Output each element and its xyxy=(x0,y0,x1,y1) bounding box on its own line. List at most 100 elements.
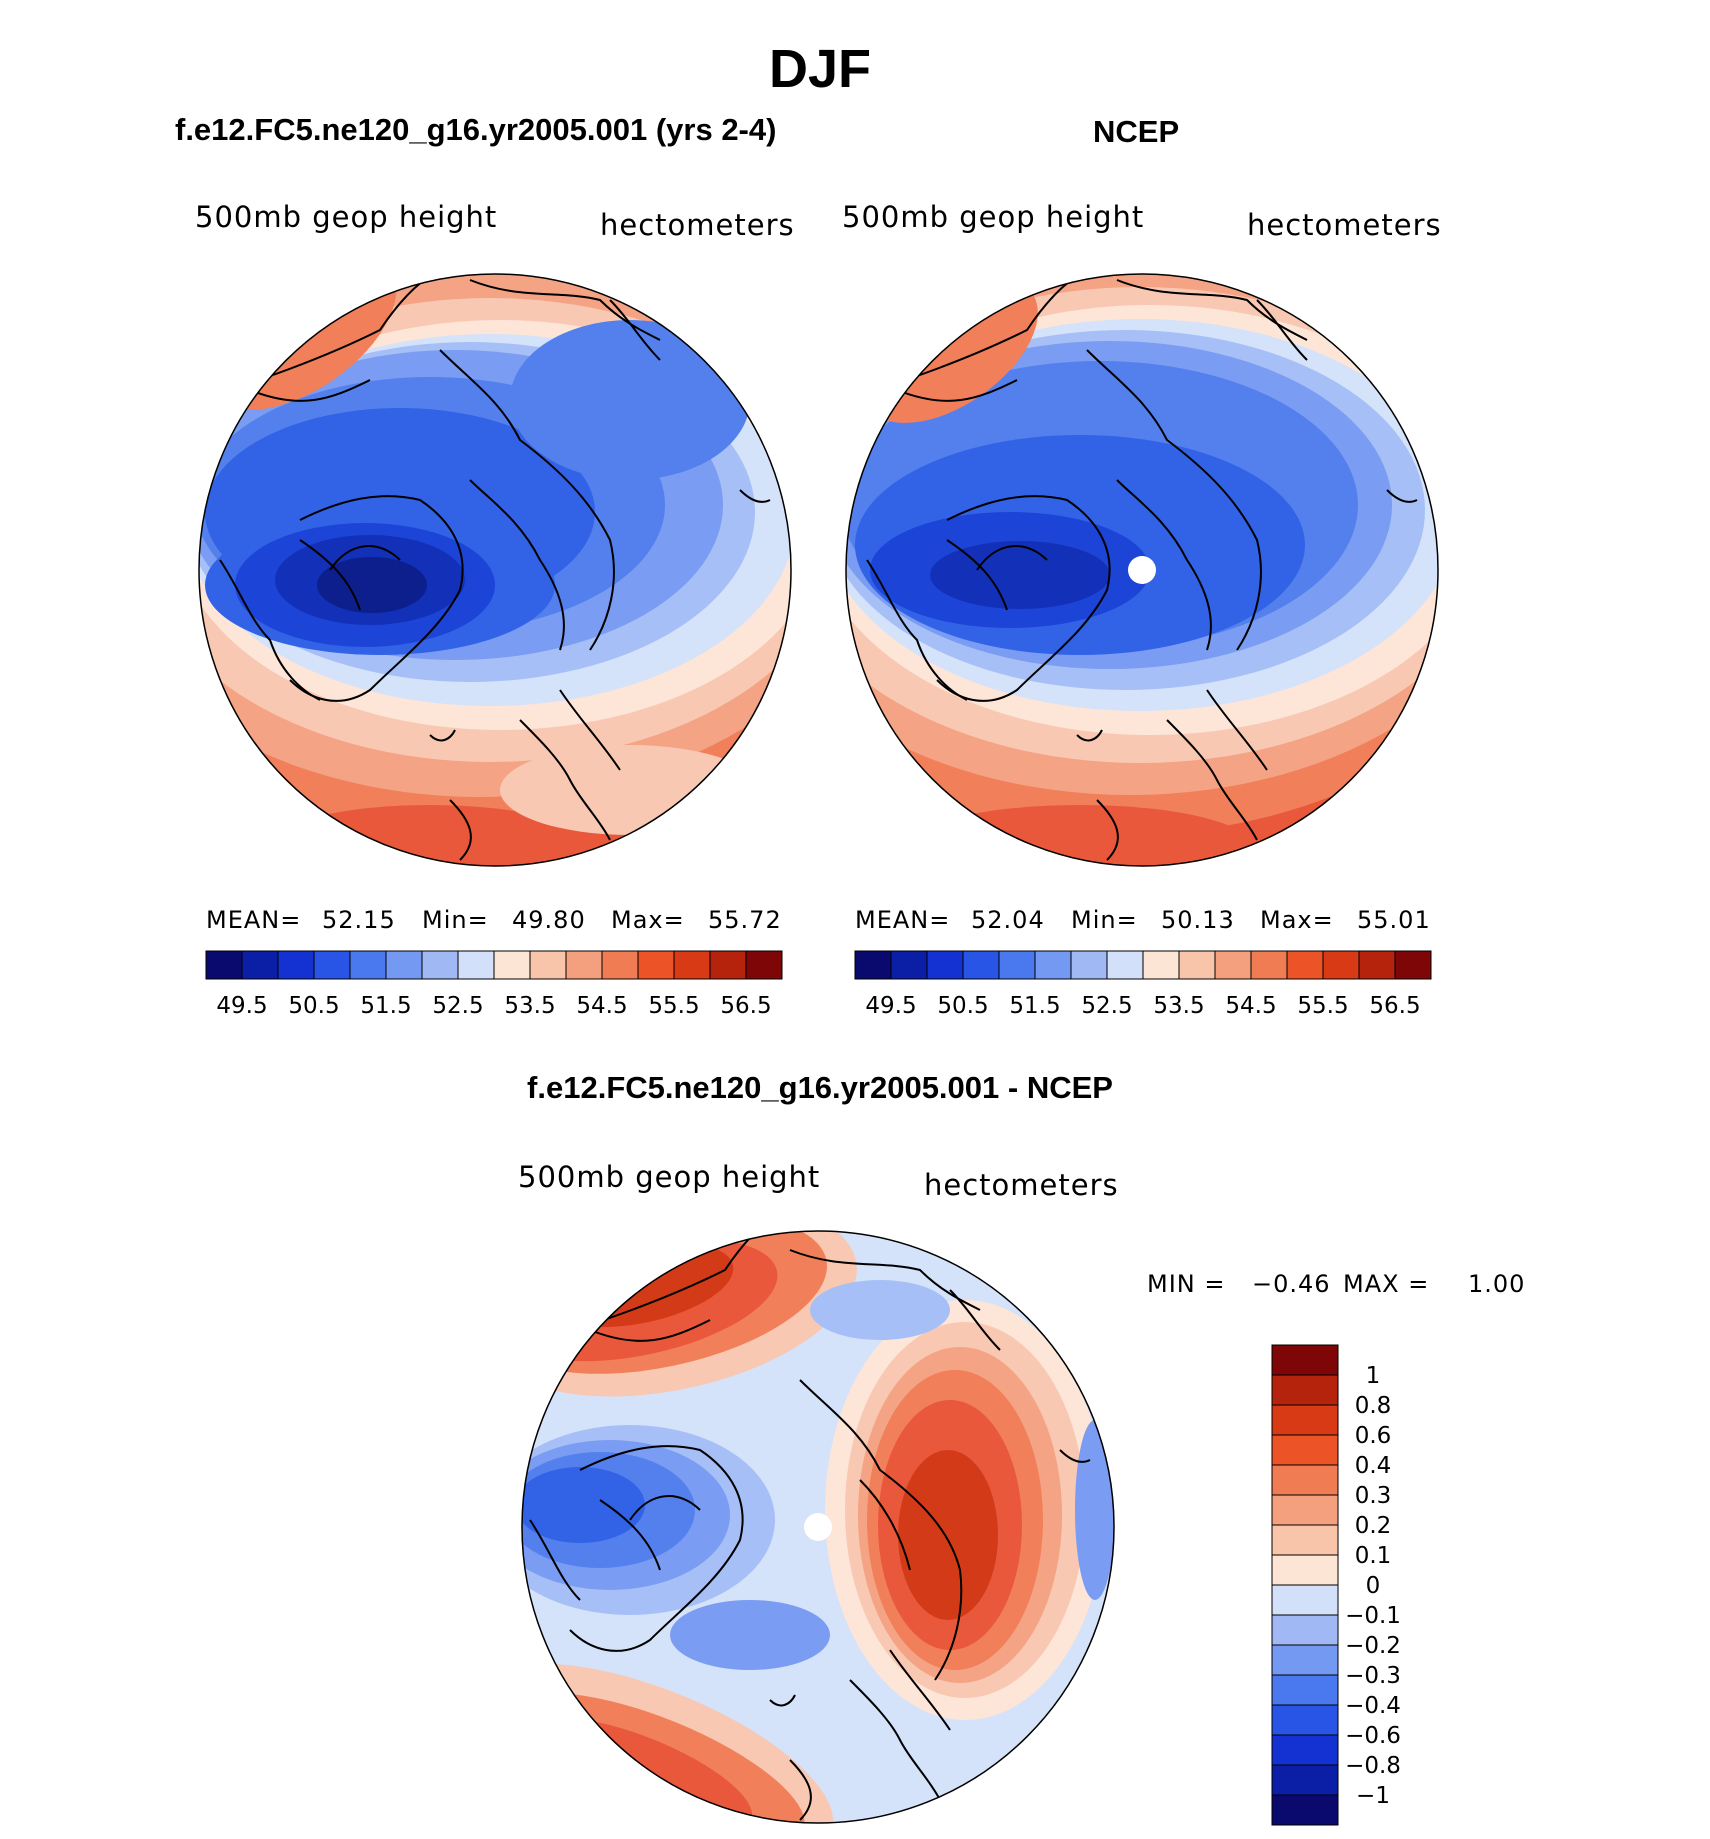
obs-colorbar-swatch xyxy=(854,950,892,980)
diff-colorbar-swatch xyxy=(1271,1434,1339,1466)
diff-colorbar-tick-label: −0.1 xyxy=(1345,1603,1401,1629)
diff-units-label: hectometers xyxy=(924,1168,1119,1202)
diff-max-label: MAX = xyxy=(1343,1270,1430,1298)
diff-min-value: −0.46 xyxy=(1252,1270,1331,1298)
obs-max-label: Max= xyxy=(1260,906,1334,934)
model-panel-title: f.e12.FC5.ne120_g16.yr2005.001 (yrs 2-4) xyxy=(175,112,777,147)
obs-variable-label: 500mb geop height xyxy=(842,200,1145,234)
model-colorbar-tick-label: 53.5 xyxy=(504,993,555,1019)
obs-colorbar-swatch xyxy=(1322,950,1360,980)
model-coastlines xyxy=(199,274,771,861)
diff-map xyxy=(521,1230,1115,1824)
model-variable-label: 500mb geop height xyxy=(195,200,498,234)
diff-colorbar-swatch xyxy=(1271,1344,1339,1376)
diff-colorbar-swatch xyxy=(1271,1494,1339,1526)
obs-min-value: 50.13 xyxy=(1161,906,1235,934)
obs-colorbar-swatch xyxy=(890,950,928,980)
diff-colorbar-tick-label: 1 xyxy=(1366,1363,1381,1389)
diff-colorbar-swatch xyxy=(1271,1554,1339,1586)
obs-colorbar-swatch xyxy=(1034,950,1072,980)
obs-colorbar-tick-label: 55.5 xyxy=(1297,993,1348,1019)
obs-colorbar-tick-label: 50.5 xyxy=(937,993,988,1019)
diff-colorbar-swatch xyxy=(1271,1374,1339,1406)
obs-colorbar-tick-label: 49.5 xyxy=(865,993,916,1019)
obs-min-label: Min= xyxy=(1071,906,1138,934)
obs-colorbar-tick-label: 53.5 xyxy=(1153,993,1204,1019)
model-mean-label: MEAN= xyxy=(206,906,302,934)
obs-mean-value: 52.04 xyxy=(971,906,1045,934)
model-colorbar-tick-label: 50.5 xyxy=(288,993,339,1019)
diff-colorbar-tick-label: 0.1 xyxy=(1355,1543,1392,1569)
obs-colorbar-swatch xyxy=(1106,950,1144,980)
diff-colorbar-tick-label: −1 xyxy=(1356,1783,1390,1809)
diff-contour-field xyxy=(522,1231,1114,1823)
model-colorbar-ticks: 49.5 50.5 51.5 52.5 53.5 54.5 55.5 56.5 xyxy=(216,993,771,1019)
obs-panel-title: NCEP xyxy=(1093,114,1180,149)
diff-colorbar-tick-label: −0.2 xyxy=(1345,1633,1401,1659)
obs-colorbar-swatch xyxy=(1070,950,1108,980)
model-map-border xyxy=(198,273,792,867)
model-colorbar-swatch xyxy=(313,950,351,980)
diff-colorbar-swatch xyxy=(1271,1404,1339,1436)
obs-map-border xyxy=(845,273,1439,867)
model-mean-value: 52.15 xyxy=(322,906,396,934)
diff-min-label: MIN = xyxy=(1147,1270,1226,1298)
model-colorbar-swatch xyxy=(709,950,747,980)
obs-colorbar-swatch xyxy=(926,950,964,980)
diff-colorbar-tick-label: −0.3 xyxy=(1345,1663,1401,1689)
obs-colorbar-swatch xyxy=(1394,950,1432,980)
diff-max-value: 1.00 xyxy=(1468,1270,1526,1298)
obs-map xyxy=(845,273,1439,867)
model-colorbar-swatch xyxy=(385,950,423,980)
diff-colorbar-tick-label: 0.8 xyxy=(1355,1393,1392,1419)
model-colorbar-swatch xyxy=(529,950,567,980)
diff-colorbar-swatch xyxy=(1271,1734,1339,1766)
diff-colorbar xyxy=(1271,1344,1339,1826)
obs-colorbar-swatch xyxy=(1142,950,1180,980)
obs-max-value: 55.01 xyxy=(1357,906,1431,934)
diff-colorbar-tick-label: 0.6 xyxy=(1355,1423,1392,1449)
model-min-value: 49.80 xyxy=(512,906,586,934)
diff-colorbar-swatch xyxy=(1271,1524,1339,1556)
model-colorbar-swatch xyxy=(241,950,279,980)
obs-colorbar-tick-label: 56.5 xyxy=(1369,993,1420,1019)
diff-colorbar-swatch xyxy=(1271,1704,1339,1736)
model-contour-field xyxy=(199,274,791,866)
model-colorbar-swatch xyxy=(349,950,387,980)
diff-colorbar-swatch xyxy=(1271,1764,1339,1796)
model-colorbar-swatch xyxy=(493,950,531,980)
model-colorbar xyxy=(205,950,783,980)
obs-colorbar-tick-label: 54.5 xyxy=(1225,993,1276,1019)
model-colorbar-swatch xyxy=(205,950,243,980)
model-colorbar-swatch xyxy=(601,950,639,980)
diff-variable-label: 500mb geop height xyxy=(518,1160,821,1194)
obs-colorbar-swatch xyxy=(962,950,1000,980)
model-colorbar-swatch xyxy=(277,950,315,980)
diff-colorbar-tick-label: −0.8 xyxy=(1345,1753,1401,1779)
obs-colorbar-swatch xyxy=(1178,950,1216,980)
model-colorbar-swatch xyxy=(457,950,495,980)
diff-colorbar-tick-label: −0.6 xyxy=(1345,1723,1401,1749)
obs-colorbar-ticks: 49.5 50.5 51.5 52.5 53.5 54.5 55.5 56.5 xyxy=(865,993,1420,1019)
figure-title: DJF xyxy=(768,39,871,99)
model-colorbar-tick-label: 52.5 xyxy=(432,993,483,1019)
obs-colorbar-swatch xyxy=(1214,950,1252,980)
diff-colorbar-tick-label: 0.2 xyxy=(1355,1513,1392,1539)
obs-colorbar-swatch xyxy=(1286,950,1324,980)
diff-colorbar-swatch xyxy=(1271,1644,1339,1676)
diff-colorbar-tick-label: 0 xyxy=(1366,1573,1381,1599)
obs-units-label: hectometers xyxy=(1247,208,1442,242)
obs-colorbar-swatch xyxy=(998,950,1036,980)
model-units-label: hectometers xyxy=(600,208,795,242)
obs-contour-field xyxy=(846,274,1438,866)
obs-colorbar-swatch xyxy=(1358,950,1396,980)
diff-colorbar-tick-label: 0.3 xyxy=(1355,1483,1392,1509)
model-colorbar-tick-label: 54.5 xyxy=(576,993,627,1019)
diff-panel-title: f.e12.FC5.ne120_g16.yr2005.001 - NCEP xyxy=(527,1070,1113,1105)
diff-colorbar-tick-label: 0.4 xyxy=(1355,1453,1392,1479)
model-map xyxy=(198,273,792,867)
model-max-value: 55.72 xyxy=(708,906,782,934)
diff-colorbar-tick-label: −0.4 xyxy=(1345,1693,1401,1719)
diff-colorbar-swatch xyxy=(1271,1794,1339,1826)
